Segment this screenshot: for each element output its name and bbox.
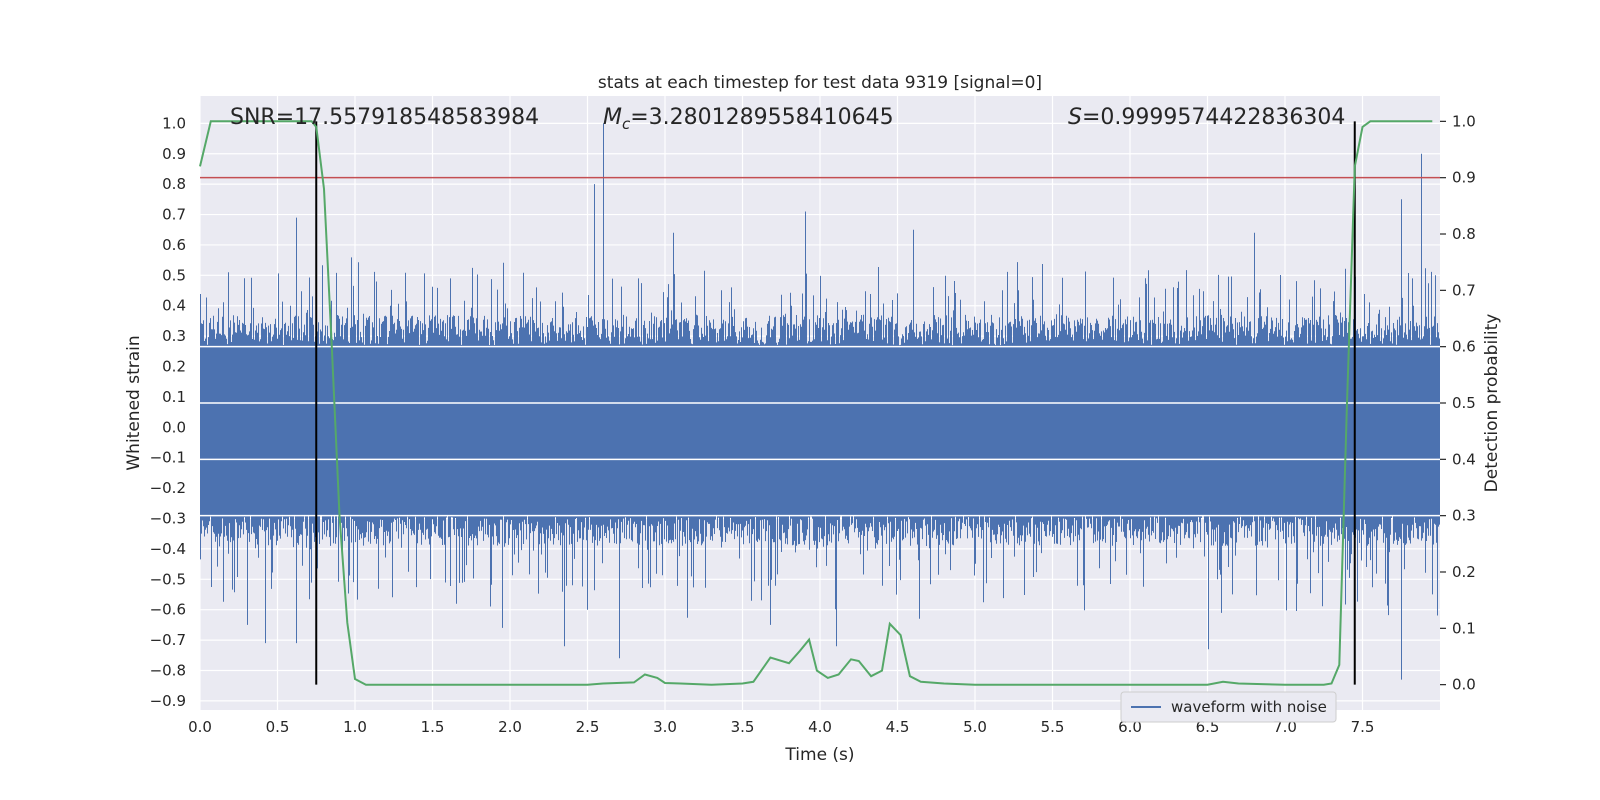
- y2-tick-label: 0.2: [1452, 563, 1476, 581]
- x-tick-label: 0.5: [266, 718, 290, 736]
- y-tick-label: 1.0: [162, 114, 186, 132]
- x-tick-label: 4.5: [886, 718, 910, 736]
- y-tick-label: 0.9: [162, 145, 186, 163]
- y-tick-label: −0.7: [150, 631, 186, 649]
- y2-tick-label: 0.9: [1452, 169, 1476, 187]
- y-tick-label: −0.9: [150, 692, 186, 710]
- legend: waveform with noise: [1120, 691, 1337, 723]
- legend-box: [1120, 691, 1337, 723]
- x-axis-label: Time (s): [784, 745, 854, 765]
- x-tick-label: 3.0: [653, 718, 677, 736]
- y-tick-label: −0.6: [150, 601, 186, 619]
- waveform-dense-core: [200, 345, 1440, 516]
- y-tick-label: 0.2: [162, 358, 186, 376]
- y-tick-label: 0.6: [162, 236, 186, 254]
- y2-tick-label: 1.0: [1452, 112, 1476, 130]
- event-boundary-lines: [315, 121, 1356, 685]
- y2-tick-label: 0.4: [1452, 450, 1476, 468]
- waveform-core-band: [200, 345, 1440, 516]
- score-symbol: S: [1068, 105, 1082, 130]
- score-value: =0.9999574422836304: [1082, 105, 1345, 130]
- y-tick-label: 0.3: [162, 327, 186, 345]
- x-tick-label: 2.5: [576, 718, 600, 736]
- chirp-mass-value: =3.2801289558410645: [630, 105, 893, 130]
- y2-tick-label: 0.0: [1452, 676, 1476, 694]
- x-tick-label: 0.0: [188, 718, 212, 736]
- chirp-mass-symbol: M: [603, 105, 622, 130]
- chirp-mass-annotation: Mc=3.2801289558410645: [603, 105, 894, 133]
- y-tick-label: −0.5: [150, 570, 186, 588]
- y-axis-ticks: 1.0 0.9 0.8 0.7 0.6 0.5 0.4 0.3 0.2 0.1 0.0 −0.1 −0.…: [150, 114, 186, 710]
- x-tick-label: 1.0: [343, 718, 367, 736]
- x-tick-label: 1.5: [421, 718, 445, 736]
- x-tick-label: 2.0: [498, 718, 522, 736]
- y2-tick-label: 0.6: [1452, 338, 1476, 356]
- snr-annotation: SNR=17.557918548583984: [230, 105, 539, 130]
- y-tick-label: −0.1: [150, 449, 186, 467]
- y2-tick-label: 0.5: [1452, 394, 1476, 412]
- x-tick-label: 5.5: [1041, 718, 1065, 736]
- y-tick-label: −0.3: [150, 510, 186, 528]
- y2-tick-label: 0.1: [1452, 619, 1476, 637]
- y-axis-label: Whitened strain: [124, 335, 144, 470]
- right-axis-gridlines: [200, 345, 1440, 517]
- x-tick-label: 7.5: [1351, 718, 1375, 736]
- chart-title: stats at each timestep for test data 931…: [598, 73, 1042, 93]
- y-tick-label: 0.1: [162, 388, 186, 406]
- y2-tick-label: 0.3: [1452, 507, 1476, 525]
- y2-axis-label: Detection probability: [1482, 314, 1502, 493]
- y-tick-label: 0.7: [162, 206, 186, 224]
- x-tick-label: 3.5: [731, 718, 755, 736]
- score-annotation: S=0.9999574422836304: [1068, 105, 1345, 130]
- chirp-mass-subscript: c: [622, 115, 631, 133]
- x-tick-label: 5.0: [963, 718, 987, 736]
- probability-line: [199, 120, 1433, 686]
- y2-tick-label: 0.7: [1452, 281, 1476, 299]
- detection-probability-series: [199, 120, 1433, 686]
- x-tick-label: 4.0: [808, 718, 832, 736]
- y2-axis-ticks: 1.0 0.9 0.8 0.7 0.6 0.5 0.4 0.3 0.2 0.1 0.0: [1440, 112, 1476, 694]
- y-tick-label: 0.5: [162, 266, 186, 284]
- y-tick-label: −0.4: [150, 540, 186, 558]
- y-tick-label: 0.0: [162, 418, 186, 436]
- y-tick-label: 0.4: [162, 297, 186, 315]
- y-tick-label: 0.8: [162, 175, 186, 193]
- y-tick-label: −0.8: [150, 661, 186, 679]
- y-tick-label: −0.2: [150, 479, 186, 497]
- legend-label: waveform with noise: [1171, 698, 1327, 716]
- y2-tick-label: 0.8: [1452, 225, 1476, 243]
